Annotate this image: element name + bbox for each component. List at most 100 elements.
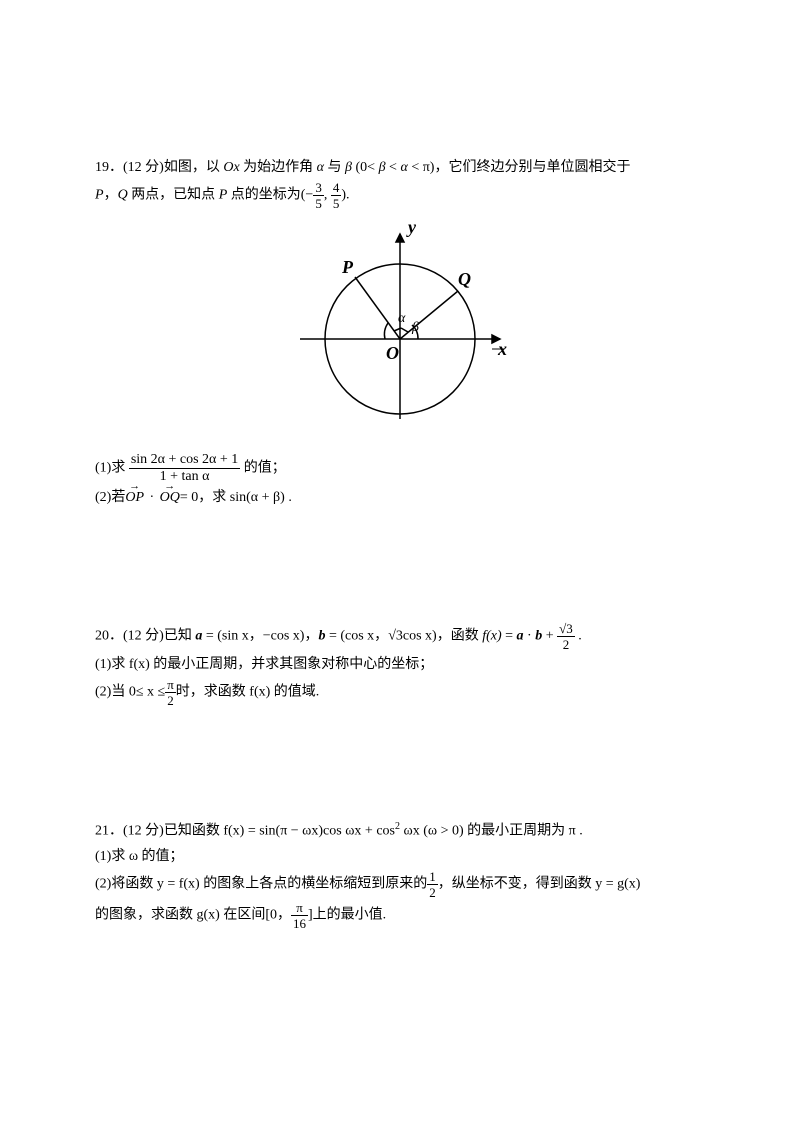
Ox: Ox [223,160,239,175]
frac-12: 12 [427,869,438,900]
label-y: y [406,219,417,237]
den: 2 [557,637,575,652]
den: 2 [427,885,438,900]
t: 的图象，求函数 g(x) 在区间[0， [95,908,291,923]
t: . [575,628,582,643]
t: (1)求 [95,461,125,476]
vec-OP: →OP [125,491,144,505]
label-Q: Q [458,269,471,289]
den: 5 [331,196,342,211]
t: (2)当 0≤ x ≤ [95,684,165,699]
p20-number: 20． [95,628,123,643]
t: , [324,188,331,203]
problem-21: 21．(12 分)已知函数 f(x) = sin(π − ωx)cos ωx +… [95,818,705,931]
beta2: β [379,160,386,175]
vec-a2: a [517,628,524,643]
Q: Q [118,188,128,203]
t: ， [104,188,118,203]
beta: β [345,160,352,175]
den: 5 [313,196,324,211]
t: (2)将函数 y = f(x) 的图象上各点的横坐标缩短到原来的 [95,877,427,892]
den: 1 + tan α [129,469,240,485]
P: P [95,188,104,203]
den: 16 [291,916,308,931]
dot: · [148,490,157,505]
label-P: P [341,257,354,277]
p19-number: 19． [95,160,123,175]
t: 如图，以 [164,160,224,175]
t: 与 [324,160,345,175]
p19-q1: (1)求 sin 2α + cos 2α + 1 1 + tan α 的值； [95,452,705,485]
t: (2)若 [95,490,125,505]
problem-19: 19．(12 分)如图，以 Ox 为始边作角 α 与 β (0< β < α <… [95,155,705,511]
t: 为始边作角 [240,160,317,175]
t: ωx (ω > 0) 的最小正周期为 π . [400,823,583,838]
num: π [165,677,176,693]
p21-number: 21． [95,823,123,838]
p19-line1: 19．(12 分)如图，以 Ox 为始边作角 α 与 β (0< β < α <… [95,155,705,180]
p20-q2: (2)当 0≤ x ≤π2时，求函数 f(x) 的值域. [95,677,705,708]
label-alpha: α [398,311,406,326]
frac-expr: sin 2α + cos 2α + 1 1 + tan α [129,452,240,485]
t: ). [341,188,349,203]
p19-q2: (2)若→OP · →OQ= 0，求 sin(α + β) . [95,485,705,510]
page: 19．(12 分)如图，以 Ox 为始边作角 α 与 β (0< β < α <… [0,0,800,1001]
num: π [291,900,308,916]
frac-pi16: π16 [291,900,308,931]
p20-line1: 20．(12 分)已知 a = (sin x，−cos x)，b = (cos … [95,621,705,652]
t: ]上的最小值. [308,908,386,923]
p20-q1: (1)求 f(x) 的最小正周期，并求其图象对称中心的坐标； [95,652,705,677]
t: 时，求函数 f(x) 的值域. [176,684,320,699]
t: sin 2α + cos 2α + 1 [131,452,238,467]
unit-circle-figure: y x P Q O α β [95,219,705,438]
t: · [524,628,536,643]
arrow-icon: → [125,481,144,492]
alpha: α [317,160,324,175]
t: < π)，它们终边分别与单位圆相交于 [408,160,631,175]
t: ，纵坐标不变，得到函数 y = g(x) [438,877,641,892]
p21-line1: 21．(12 分)已知函数 f(x) = sin(π − ωx)cos ωx +… [95,818,705,844]
frac-45: 45 [331,180,342,211]
t: = 0，求 sin(α + β) . [180,490,292,505]
p19-line2: P，Q 两点，已知点 P 点的坐标为(−35, 45). [95,180,705,211]
t: 两点，已知点 [128,188,219,203]
problem-20: 20．(12 分)已知 a = (sin x，−cos x)，b = (cos … [95,621,705,708]
den: 2 [165,693,176,708]
num: sin 2α + cos 2α + 1 [129,452,240,469]
p19-points: (12 分) [123,160,164,175]
t: 已知函数 f(x) = sin(π − ωx)cos ωx + cos [164,823,395,838]
p21-q3: 的图象，求函数 g(x) 在区间[0，π16]上的最小值. [95,900,705,931]
t: (0< [352,160,379,175]
num: 3 [313,180,324,196]
p20-points: (12 分) [123,628,164,643]
p21-points: (12 分) [123,823,164,838]
num: 4 [331,180,342,196]
frac-pi2: π2 [165,677,176,708]
frac-35: 35 [313,180,324,211]
t: 的值； [244,461,286,476]
num: √3 [557,621,575,637]
arrow-icon: → [160,481,180,492]
sqrt3: √3 [388,628,403,643]
unit-circle-svg: y x P Q O α β [280,219,520,429]
frac-sqrt32: √32 [557,621,575,652]
t: = (sin x，−cos x)， [202,628,318,643]
label-beta: β [411,320,419,335]
vec-OQ: →OQ [160,491,180,505]
fx: f(x) [482,628,501,643]
p21-q2: (2)将函数 y = f(x) 的图象上各点的横坐标缩短到原来的12，纵坐标不变… [95,869,705,900]
alpha2: α [400,160,407,175]
t: 已知 [164,628,196,643]
label-O: O [386,343,399,363]
t: < [386,160,401,175]
t: 点的坐标为(− [227,188,313,203]
p21-q1: (1)求 ω 的值； [95,844,705,869]
t: = (cos x， [325,628,388,643]
t: cos x)，函数 [403,628,482,643]
t: = [502,628,517,643]
num: 1 [427,869,438,885]
t: + [542,628,557,643]
OP: OP [125,490,144,505]
OQ: OQ [160,490,180,505]
P2: P [219,188,228,203]
